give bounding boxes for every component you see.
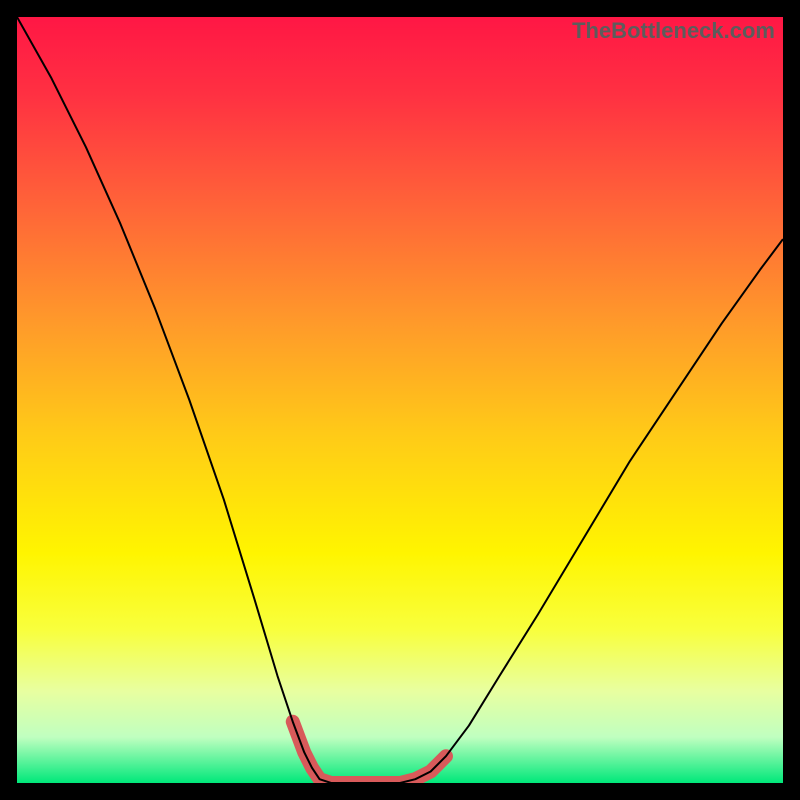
plot-area bbox=[17, 17, 783, 783]
canvas: TheBottleneck.com bbox=[0, 0, 800, 800]
watermark-text: TheBottleneck.com bbox=[572, 18, 775, 44]
plot-background bbox=[17, 17, 783, 783]
